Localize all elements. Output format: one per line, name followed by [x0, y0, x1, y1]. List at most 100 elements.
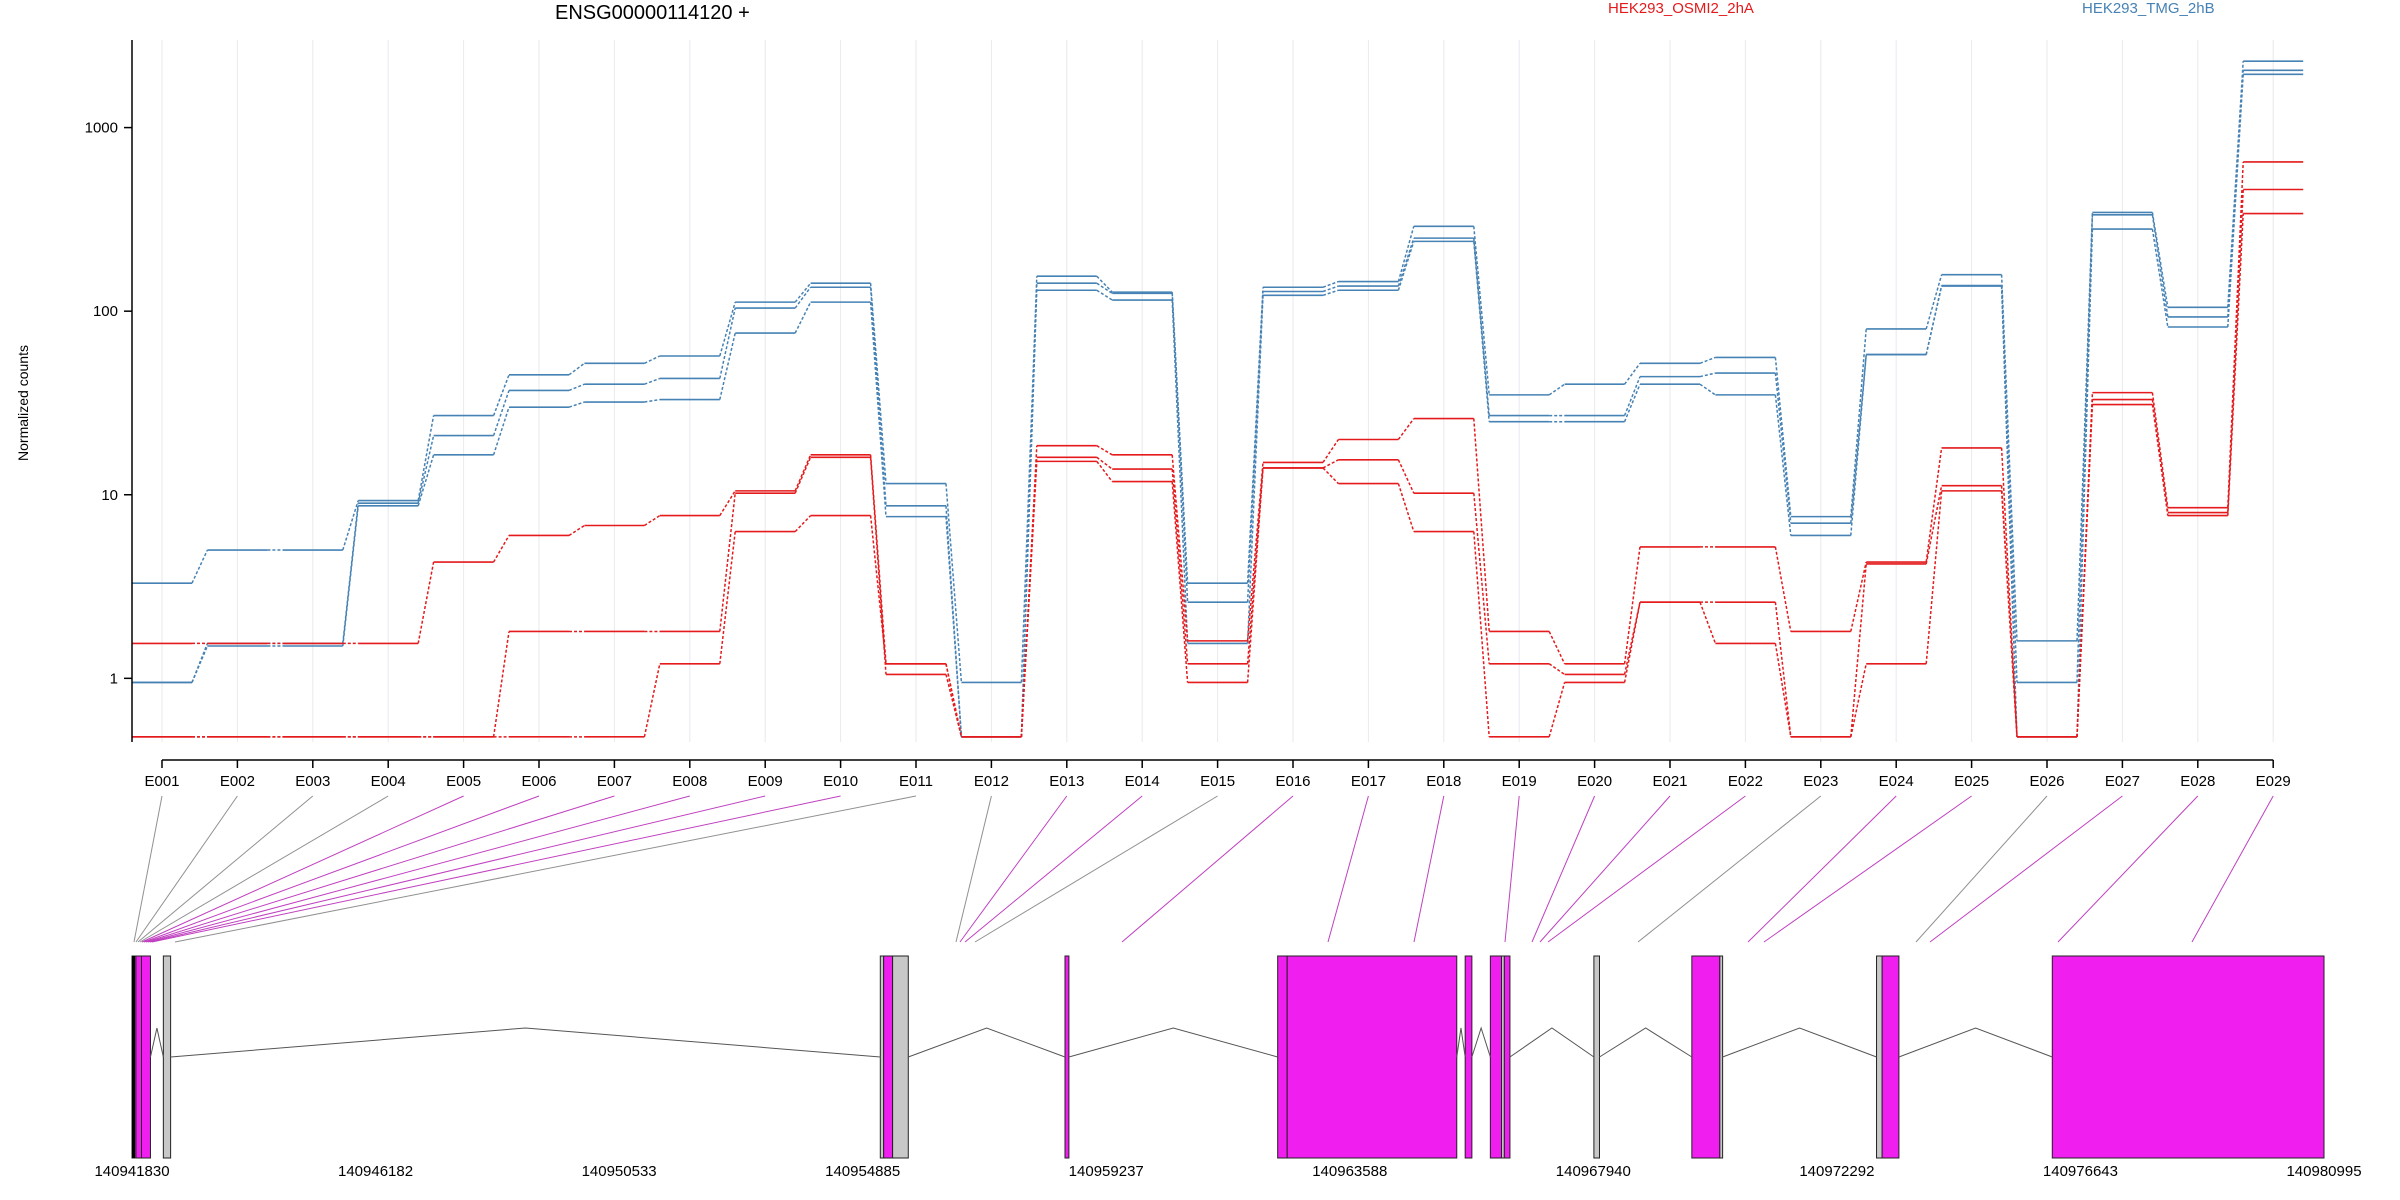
exon-block-3 — [141, 955, 151, 1159]
series-3-connector-e004 — [417, 561, 435, 644]
exon-link-e010 — [151, 795, 841, 943]
intron-3 — [149, 1027, 164, 1058]
series-1-connector-e027 — [2151, 214, 2169, 318]
genomic-tick-label-2: 140946182 — [338, 1163, 413, 1180]
chart-axes: 1 10 100 1000 E001 E002 E003 E004 E005 E006 E007 E0… — [85, 40, 2291, 790]
exon-link-e017 — [1327, 795, 1369, 943]
series-2-connector-e022 — [1774, 394, 1792, 536]
exon-block-19 — [1881, 955, 1900, 1159]
exon-block-20 — [2051, 955, 2325, 1159]
series-2-connector-e026 — [2076, 229, 2094, 737]
x-tick-label-e010: E010 — [823, 773, 858, 790]
series-0-connector-e022 — [1774, 357, 1792, 517]
x-tick-label-e028: E028 — [2180, 773, 2215, 790]
series-5-connector-e026 — [2076, 404, 2094, 737]
series-5-connector-e012 — [1020, 461, 1038, 737]
exon-block-4 — [162, 955, 172, 1159]
series-0-connector-e001 — [191, 549, 209, 584]
y-tick-label-1: 1 — [110, 670, 118, 687]
series-2-connector-e024 — [1925, 285, 1943, 355]
x-tick-label-e009: E009 — [748, 773, 783, 790]
series-3-connector-e016 — [1322, 439, 1340, 463]
series-0-connector-e016 — [1322, 280, 1339, 288]
series-5-connector-e011 — [945, 663, 963, 738]
series-2-connector-e021 — [1699, 383, 1716, 396]
exon-block-11 — [1464, 955, 1473, 1159]
x-tick-label-e025: E025 — [1954, 773, 1989, 790]
exon-link-e025 — [1763, 795, 1972, 943]
series-3-connector-e018 — [1473, 418, 1490, 632]
series-2-connector-e004 — [417, 454, 435, 507]
series-3-connector-e019 — [1548, 631, 1566, 665]
exon-link-e026 — [1915, 795, 2048, 943]
series-0-connector-e004 — [417, 415, 435, 501]
series-4-connector-e016 — [1322, 459, 1339, 469]
x-tick-label-e022: E022 — [1728, 773, 1763, 790]
exon-link-e012 — [955, 795, 992, 943]
series-1-connector-e023 — [1850, 354, 1867, 524]
series-4-connector-e009 — [794, 456, 812, 494]
x-tick-label-e011: E011 — [899, 773, 933, 790]
exon-block-9 — [1277, 955, 1288, 1159]
series-0-connector-e023 — [1850, 328, 1867, 517]
genomic-tick-label-7: 140967940 — [1556, 1163, 1631, 1180]
genomic-tick-label-8: 140972292 — [1799, 1163, 1874, 1180]
series-5-connector-e023 — [1850, 663, 1867, 738]
x-tick-label-e001: E001 — [144, 773, 179, 790]
exon-connectors — [133, 795, 2274, 943]
series-1-connector-e007 — [644, 377, 661, 385]
x-tick-label-e006: E006 — [521, 773, 556, 790]
genomic-tick-label-10: 140980995 — [2286, 1163, 2361, 1180]
series-2-connector-e012 — [1020, 290, 1038, 737]
series-2 — [132, 73, 2304, 738]
series-2-connector-e028 — [2227, 74, 2244, 328]
series-5-connector-e008 — [719, 531, 736, 664]
exon-link-e024 — [1747, 795, 1897, 943]
exon-link-e027 — [1929, 795, 2123, 943]
series-0-connector-e006 — [568, 362, 585, 376]
exon-link-e019 — [1504, 795, 1520, 943]
intron-4 — [170, 1027, 881, 1058]
series-4-connector-e015 — [1246, 467, 1264, 664]
series-2-connector-e008 — [719, 332, 736, 400]
series-5-connector-e028 — [2227, 213, 2244, 516]
exon-link-e001 — [133, 795, 163, 943]
series-1-connector-e008 — [719, 307, 736, 379]
exon-link-e005 — [141, 795, 464, 943]
x-tick-label-e023: E023 — [1803, 773, 1838, 790]
series-0-connector-e027 — [2151, 212, 2169, 308]
series-5-connector-e021 — [1699, 601, 1717, 644]
series-2-connector-e016 — [1322, 289, 1339, 297]
exon-block-10 — [1286, 955, 1458, 1159]
exon-block-12 — [1489, 955, 1503, 1159]
exon-link-e003 — [137, 795, 314, 943]
genomic-tick-label-6: 140963588 — [1312, 1163, 1387, 1180]
series-5-connector-e015 — [1246, 467, 1264, 683]
x-tick-label-e019: E019 — [1502, 773, 1537, 790]
exon-block-18 — [1876, 955, 1883, 1159]
series-2-connector-e017 — [1397, 241, 1415, 291]
exon-link-e007 — [145, 795, 615, 943]
x-tick-label-e018: E018 — [1426, 773, 1461, 790]
series-2-connector-e014 — [1171, 299, 1189, 644]
x-tick-label-e016: E016 — [1275, 773, 1310, 790]
series-1-connector-e006 — [568, 383, 585, 392]
series-5-connector-e010 — [869, 515, 887, 664]
exon-link-e029 — [2191, 795, 2274, 943]
legend-entry-tmg: HEK293_TMG_2hB — [2082, 0, 2215, 17]
series-2-connector-e010 — [869, 302, 887, 517]
series-3-connector-e027 — [2151, 392, 2169, 508]
series-2-connector-e007 — [644, 398, 660, 403]
exon-link-e016 — [1121, 795, 1294, 943]
x-tick-label-e012: E012 — [974, 773, 1009, 790]
series-layer — [132, 60, 2304, 738]
series-5-connector-e014 — [1171, 481, 1189, 683]
series-5-connector-e009 — [794, 515, 812, 533]
series-1-connector-e014 — [1171, 293, 1189, 603]
series-5-connector-e013 — [1096, 460, 1113, 483]
series-5-connector-e022 — [1774, 643, 1792, 737]
exon-link-e023 — [1637, 795, 1822, 943]
series-4-connector-e020 — [1623, 601, 1641, 675]
series-0-connector-e003 — [342, 500, 359, 551]
x-tick-label-e017: E017 — [1351, 773, 1386, 790]
